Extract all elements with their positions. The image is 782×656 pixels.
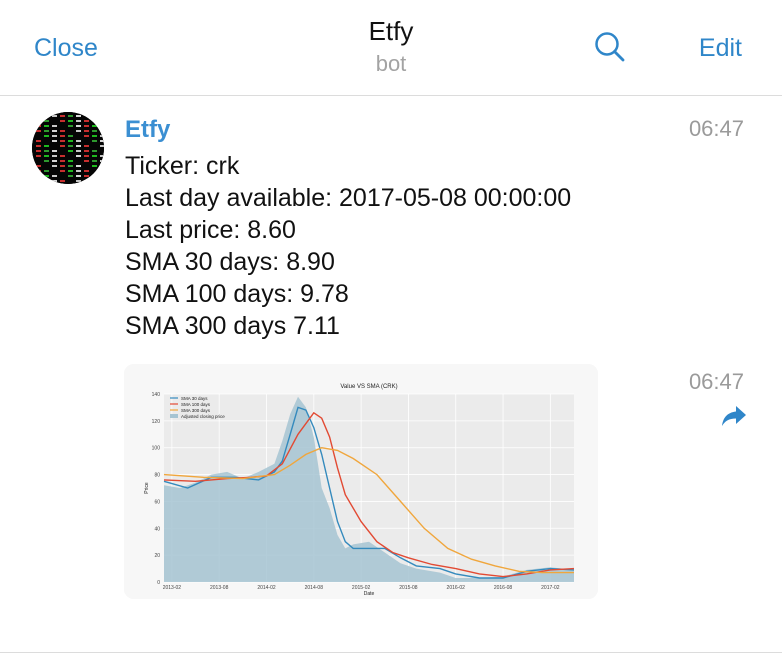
series-line-sma-30-days: [163, 406, 575, 579]
x-tick-label: 2016-02: [447, 585, 466, 591]
legend-label: SMA 300 days: [181, 408, 211, 413]
chart-title: Value VS SMA (CRK): [340, 384, 397, 390]
legend-swatch: [170, 414, 178, 418]
y-tick-label: 120: [152, 419, 161, 425]
chat-subtitle: bot: [375, 51, 407, 76]
series-area-adjusted-closing-price: [164, 396, 574, 582]
chart-photo[interactable]: 0 20 40 60 80 100 120 140 2013-02 2013-08 2014-02 2…: [124, 364, 598, 599]
message-line-ticker: Ticker: crk: [125, 152, 240, 180]
x-tick-label: 2017-02: [541, 585, 560, 591]
photo-time: 06:47: [688, 369, 744, 394]
y-axis-label: Price: [144, 482, 150, 494]
chart-svg: 0 20 40 60 80 100 120 140 2013-02 2013-08 2014-02 2…: [124, 364, 598, 599]
close-button[interactable]: Close: [34, 34, 98, 62]
avatar[interactable]: [32, 112, 104, 184]
x-tick-label: 2015-08: [399, 585, 418, 591]
bottom-divider: [0, 652, 782, 653]
share-arrow-icon[interactable]: [720, 403, 748, 429]
x-tick-label: 2016-08: [494, 585, 513, 591]
search-icon[interactable]: [594, 31, 626, 63]
legend-label: SMA 30 days: [181, 396, 208, 401]
chat-title[interactable]: Etfy bot: [0, 16, 782, 77]
message-line-sma100: SMA 100 days: 9.78: [125, 280, 349, 308]
y-tick-label: 40: [154, 526, 160, 532]
x-tick-label: 2013-08: [210, 585, 229, 591]
message-line-sma30: SMA 30 days: 8.90: [125, 248, 335, 276]
y-tick-label: 60: [154, 499, 160, 505]
x-tick-label: 2014-02: [257, 585, 276, 591]
message-time: 06:47: [688, 116, 744, 141]
avatar-image: [32, 112, 104, 184]
message: Etfy 06:47 Ticker: crk Last day availabl…: [0, 96, 782, 652]
x-axis-label: Date: [364, 591, 375, 597]
x-tick-label: 2013-02: [163, 585, 182, 591]
y-tick-label: 20: [154, 553, 160, 559]
message-line-last-day: Last day available: 2017-05-08 00:00:00: [125, 184, 572, 212]
x-tick-label: 2015-02: [352, 585, 371, 591]
legend-label: Adjusted closing price: [181, 414, 225, 419]
y-tick-label: 140: [152, 392, 161, 398]
legend-label: SMA 100 days: [181, 402, 211, 407]
top-bar: Close Etfy bot Edit: [0, 0, 782, 96]
edit-button[interactable]: Edit: [698, 34, 742, 62]
y-tick-label: 80: [154, 473, 160, 479]
series-line-sma-300-days: [163, 446, 574, 574]
message-line-sma300: SMA 300 days 7.11: [125, 312, 340, 340]
message-line-last-price: Last price: 8.60: [125, 216, 296, 244]
sender-name[interactable]: Etfy: [125, 116, 171, 143]
y-tick-label: 100: [152, 446, 161, 452]
chat-name: Etfy: [368, 16, 414, 46]
y-tick-label: 0: [157, 580, 160, 586]
x-tick-label: 2014-08: [305, 585, 324, 591]
